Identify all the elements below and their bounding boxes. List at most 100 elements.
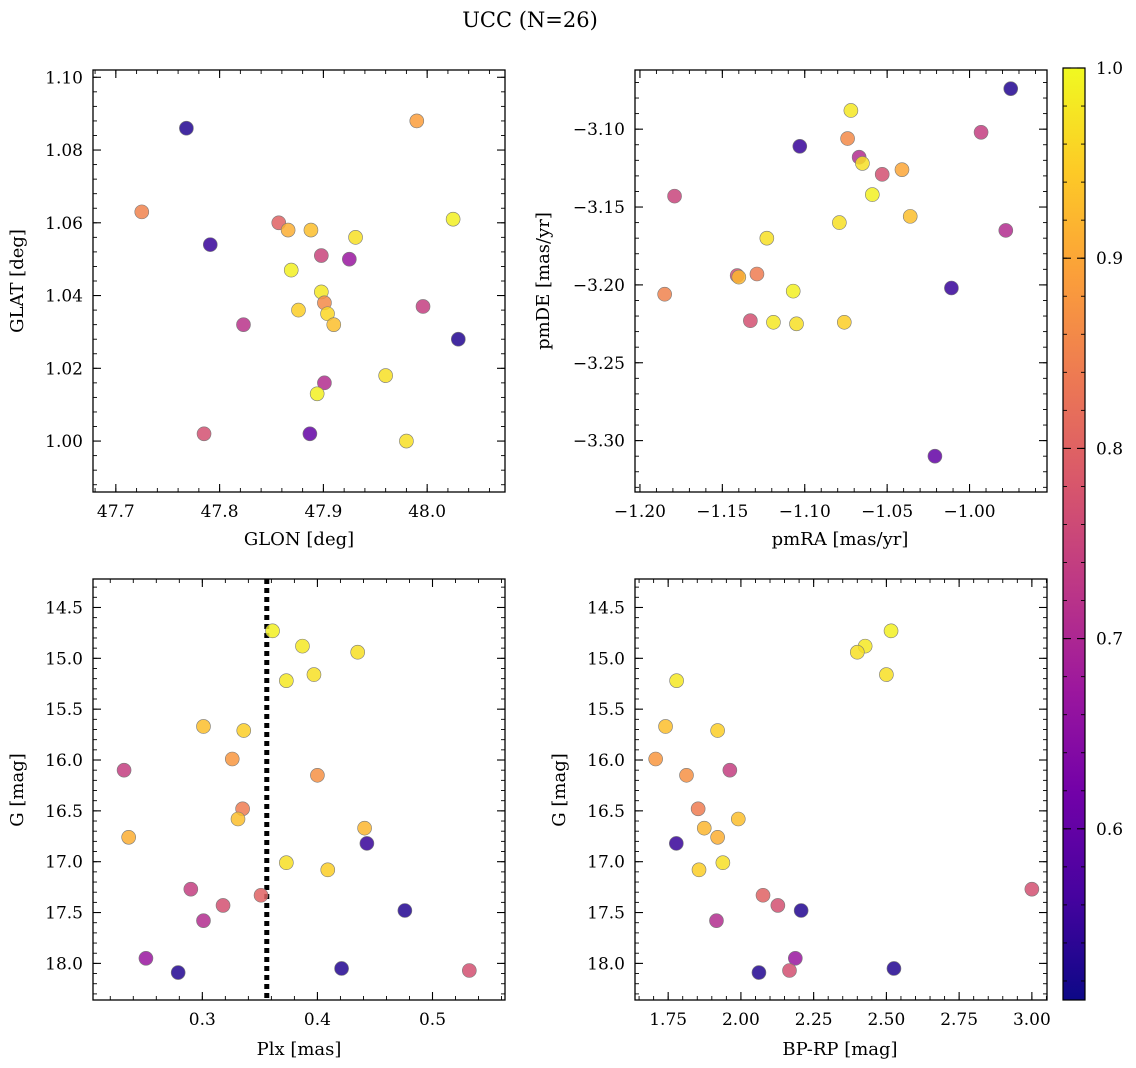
scatter-point xyxy=(378,368,393,383)
y-tick-label: 15.5 xyxy=(45,700,83,720)
x-axis-label: pmRA [mas/yr] xyxy=(772,529,909,550)
y-tick-label: 17.5 xyxy=(587,904,625,924)
x-tick-label: 47.8 xyxy=(201,502,239,522)
x-tick-label: −1.00 xyxy=(943,502,995,522)
scatter-point xyxy=(224,751,240,767)
scatter-point xyxy=(766,314,781,330)
scatter-point xyxy=(445,211,461,227)
colorbar xyxy=(1062,67,1086,1001)
y-tick-label: 1.10 xyxy=(45,68,83,88)
scatter-point xyxy=(314,248,329,263)
scatter-point xyxy=(691,862,707,878)
x-axis-label: BP-RP [mag] xyxy=(782,1039,897,1060)
scatter-point xyxy=(348,230,363,245)
y-tick-label: 16.0 xyxy=(45,751,83,771)
scatter-point xyxy=(409,113,425,129)
scatter-point xyxy=(658,719,673,734)
scatter-point xyxy=(855,156,870,171)
scatter-point xyxy=(730,811,746,827)
scatter-point xyxy=(179,120,194,136)
scatter-point xyxy=(230,811,246,827)
colorbar-tick-label: 0.7 xyxy=(1096,630,1123,650)
axes-frame xyxy=(634,69,1048,493)
y-tick-label: 1.08 xyxy=(45,141,83,161)
scatter-point xyxy=(865,187,880,202)
scatter-point xyxy=(669,836,684,851)
scatter-point xyxy=(450,331,466,347)
plot-area-bprp-g: 1.75 2.00 2.25 2.50 2.75 3.00 14.5 15.0 15.5 16.0… xyxy=(587,578,1051,1030)
scatter-point xyxy=(399,433,414,449)
colorbar-tick-label: 0.9 xyxy=(1096,249,1123,269)
scatter-point xyxy=(342,251,357,267)
scatter-point xyxy=(785,283,801,299)
scatter-point xyxy=(310,767,325,783)
scatter-point xyxy=(116,762,132,778)
x-tick-label: −1.15 xyxy=(696,502,748,522)
scatter-point xyxy=(302,426,318,442)
x-tick-label: 0.3 xyxy=(189,1010,216,1030)
scatter-point xyxy=(782,963,797,978)
axes-frame xyxy=(92,578,506,1001)
x-tick-label: 2.50 xyxy=(867,1010,905,1030)
scatter-point xyxy=(792,139,808,154)
axes-frame xyxy=(92,69,506,493)
x-axis-label: Plx [mas] xyxy=(257,1039,342,1060)
scatter-point xyxy=(709,913,724,928)
x-tick-label: 3.00 xyxy=(1013,1010,1051,1030)
scatter-point xyxy=(215,898,231,913)
colorbar-tick-label: 0.6 xyxy=(1096,820,1123,840)
x-tick-label: −1.20 xyxy=(614,502,666,522)
y-tick-label: 15.0 xyxy=(587,649,625,669)
scatter-point xyxy=(667,188,682,204)
scatter-point xyxy=(326,317,342,332)
y-tick-label: 17.0 xyxy=(587,853,625,873)
scatter-point xyxy=(879,667,894,682)
scatter-point xyxy=(793,903,809,918)
scatter-point xyxy=(973,124,989,140)
y-tick-label: 18.0 xyxy=(45,954,83,974)
x-tick-label: 2.75 xyxy=(940,1010,978,1030)
scatter-point xyxy=(138,951,154,966)
scatter-point xyxy=(317,375,332,391)
scatter-panel-bprp-g: BP-RP [mag] G [mag] xyxy=(549,753,898,1060)
x-axis-label: GLON [deg] xyxy=(244,529,354,550)
scatter-point xyxy=(669,673,684,688)
scatter-point xyxy=(196,426,212,442)
scatter-point xyxy=(944,280,959,296)
x-tick-label: −1.10 xyxy=(779,502,831,522)
scatter-point xyxy=(196,913,211,928)
scatter-point xyxy=(196,719,211,734)
scatter-point xyxy=(462,963,477,978)
x-tick-label: 47.9 xyxy=(304,502,342,522)
y-tick-label: 1.00 xyxy=(45,432,83,452)
y-tick-label: 1.04 xyxy=(45,287,83,307)
scatter-point xyxy=(648,751,663,767)
scatter-point xyxy=(236,317,251,332)
scatter-point xyxy=(320,862,336,878)
scatter-panel-glon-glat: GLON [deg] GLAT [deg] xyxy=(7,229,354,550)
y-tick-label: 17.5 xyxy=(45,904,83,924)
scatter-point xyxy=(874,167,890,182)
scatter-point xyxy=(894,162,910,177)
y-tick-label: −3.15 xyxy=(573,198,625,218)
y-axis-label: G [mag] xyxy=(549,753,570,826)
scatter-point xyxy=(886,961,902,976)
y-tick-label: 16.5 xyxy=(45,802,83,822)
axes-frame xyxy=(634,578,1048,1001)
y-tick-label: 15.5 xyxy=(587,700,625,720)
scatter-point xyxy=(788,951,803,966)
scatter-point xyxy=(696,820,712,836)
y-tick-label: 14.5 xyxy=(587,598,625,618)
scatter-point xyxy=(1003,81,1019,96)
y-tick-label: −3.20 xyxy=(573,276,625,296)
scatter-point xyxy=(840,131,855,146)
scatter-point xyxy=(789,316,804,332)
scatter-point xyxy=(397,903,413,918)
scatter-point xyxy=(253,887,269,903)
y-axis-label: G [mag] xyxy=(7,753,28,826)
scatter-point xyxy=(998,223,1014,238)
y-tick-label: 1.06 xyxy=(45,214,83,234)
scatter-point xyxy=(710,723,725,738)
figure-title: UCC (N=26) xyxy=(462,8,598,32)
